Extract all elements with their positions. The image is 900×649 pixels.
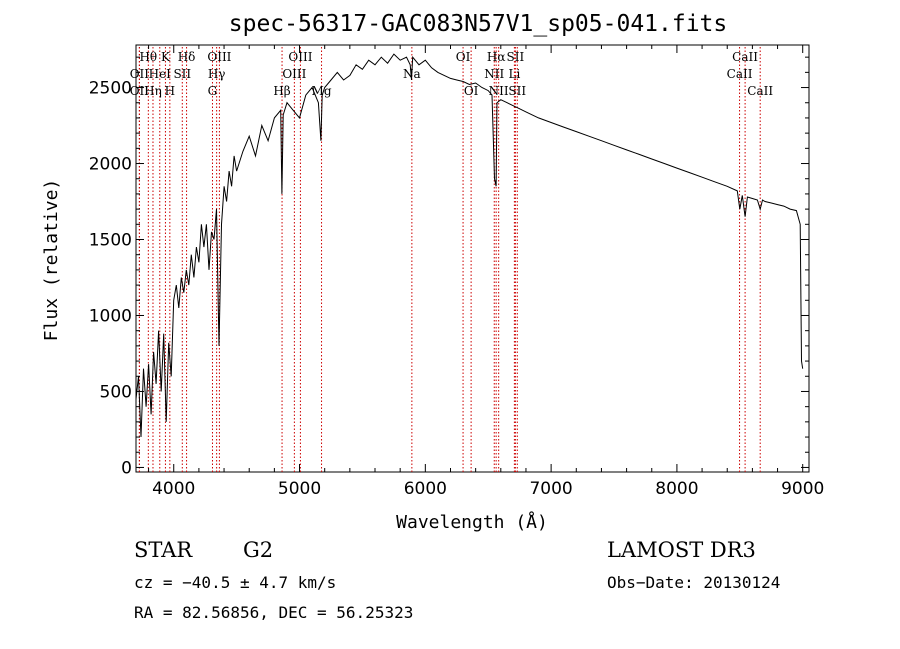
chart-title: spec-56317-GAC083N57V1_sp05-041.fits (229, 11, 728, 37)
marker-label: OIII (288, 50, 312, 64)
marker-label: Hγ (208, 67, 226, 81)
marker-label: SII (508, 84, 526, 98)
marker-label: Hδ (178, 50, 196, 64)
marker-label: SII (173, 67, 191, 81)
marker-label: NII (484, 67, 504, 81)
marker-label: Mg (312, 84, 332, 98)
y-tick-label: 1500 (89, 231, 132, 251)
marker-label: Hθ (139, 50, 157, 64)
marker-label: CaII (732, 50, 758, 64)
marker-label: SII (507, 50, 525, 64)
marker-label: OII (130, 84, 150, 98)
redshift-text: cz = −40.5 ± 4.7 km/s (134, 573, 337, 592)
survey-label: LAMOST DR3 (607, 538, 756, 562)
y-tick-label: 2000 (89, 155, 132, 175)
marker-label: Li (508, 67, 520, 81)
x-tick-label: 8000 (655, 479, 698, 499)
marker-label: Hα (487, 50, 506, 64)
y-tick-label: 2500 (89, 79, 132, 99)
y-axis-label: Flux (relative) (41, 179, 62, 342)
y-tick-label: 1000 (89, 306, 132, 326)
marker-label: CaII (747, 84, 773, 98)
x-tick-label: 5000 (278, 479, 321, 499)
line-markers (138, 47, 761, 472)
y-tick-label: 500 (100, 382, 132, 402)
spectrum-line (135, 53, 804, 438)
x-tick-label: 4000 (152, 479, 195, 499)
marker-label: OIII (207, 50, 231, 64)
y-axis-ticks: 0 500 1000 1500 2000 2500 (89, 56, 809, 478)
marker-label: G (208, 84, 218, 98)
coords-text: RA = 82.56856, DEC = 56.25323 (134, 603, 414, 622)
obs-date-text: Obs−Date: 20130124 (607, 573, 781, 592)
object-subclass: G2 (243, 538, 274, 562)
object-class: STAR (134, 538, 193, 562)
line-marker-labels: Hθ OII OII K HeI Hη SII H Hδ OIII Hγ G Hβ OIII OIII Mg N… (130, 50, 774, 98)
marker-label: Hη (144, 84, 162, 98)
marker-label: K (161, 50, 171, 64)
marker-label: Hβ (273, 84, 290, 98)
marker-label: H (165, 84, 175, 98)
x-axis-ticks: 4000 5000 6000 7000 8000 9000 (148, 45, 824, 499)
x-tick-label: 9000 (781, 479, 824, 499)
marker-label: HeI (149, 67, 172, 81)
marker-label: NII (489, 84, 509, 98)
plot-frame (135, 44, 810, 473)
x-tick-label: 6000 (404, 479, 447, 499)
x-tick-label: 7000 (529, 479, 572, 499)
marker-label: OII (130, 67, 150, 81)
x-axis-label: Wavelength (Å) (396, 511, 548, 533)
marker-label: OI (456, 50, 471, 64)
marker-label: OI (464, 84, 479, 98)
marker-label: CaII (727, 67, 753, 81)
y-tick-label: 0 (121, 458, 132, 478)
marker-label: OIII (282, 67, 306, 81)
